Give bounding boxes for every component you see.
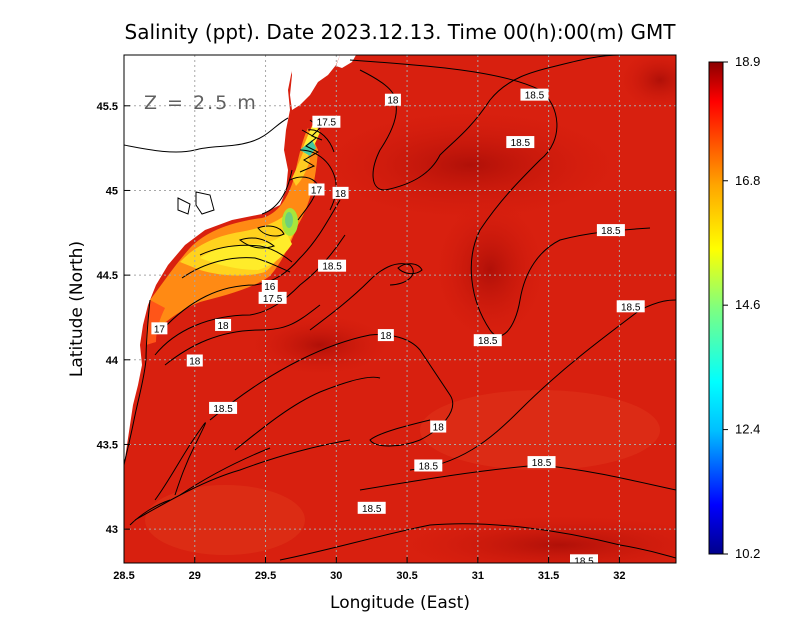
plot-frame [123,54,677,564]
contour-label: 18.5 [362,504,382,515]
contour-label: 18.5 [574,556,594,567]
x-tick-label: 30 [330,570,342,582]
contour-label-box [312,115,341,128]
contour-label-box [215,318,232,331]
colorbar-tick-label: 16.8 [735,173,760,188]
grid-lines [124,55,676,563]
colorbar-tick-label: 12.4 [735,422,760,437]
contour-label-box [318,259,347,272]
contour-label-box [332,186,349,199]
contour-label-box [258,291,287,304]
contour-label: 18 [335,189,347,200]
contour-label: 18.5 [525,91,545,102]
chart-title: Salinity (ppt). Date 2023.12.13. Time 00… [125,20,677,44]
salinity-field [124,55,676,563]
contour-label-box [414,459,443,472]
colorbar: 18.9 16.8 14.6 12.4 10.2 [708,54,760,561]
contour-label-box [596,224,625,237]
colorbar-gradient [708,61,724,555]
contour-label: 18 [218,321,230,332]
contour-label-box [186,354,203,367]
colorbar-tick-label: 14.6 [735,297,760,312]
land-mass [124,55,292,465]
x-tick-label: 32 [613,570,625,582]
contour-label: 18.5 [213,404,233,415]
x-tick-label: 29.5 [255,570,276,582]
contour-label: 18.5 [478,336,498,347]
contour-label-box [308,183,325,196]
contour-label-box [527,456,556,469]
colorbar-tick-label: 18.9 [735,54,760,69]
x-axis-ticks: 28.5 29 29.5 30 30.5 31 31.5 32 [113,557,626,582]
contour-label: 18.5 [322,262,342,273]
y-tick-label: 44 [106,355,119,367]
y-tick-label: 43 [106,524,118,536]
y-tick-label: 45 [106,185,118,197]
contour-label: 18.5 [621,302,641,313]
contour-label: 17 [154,324,166,335]
contour-label-box [261,279,278,292]
contour-label: 18 [189,356,201,367]
x-tick-label: 31 [472,570,484,582]
y-tick-label: 44.5 [97,270,118,282]
contour-label: 18 [380,331,392,342]
depth-annotation: Z = 2.5 m [144,92,258,114]
x-tick-label: 31.5 [538,570,559,582]
contour-label: 17 [311,185,323,196]
contour-label: 18.5 [419,461,439,472]
colorbar-ticks: 18.9 16.8 14.6 12.4 10.2 [723,54,760,561]
x-tick-label: 28.5 [113,570,134,582]
contour-label: 17.5 [317,118,337,129]
contour-label-box [473,334,502,347]
contour-label-box [151,322,168,335]
x-axis-label: Longitude (East) [330,593,470,613]
contour-label: 16 [264,282,276,293]
y-tick-label: 43.5 [97,439,118,451]
contour-label: 18.5 [511,138,531,149]
colorbar-tick-label: 10.2 [735,546,760,561]
contour-label-box [616,300,645,313]
y-axis-label: Latitude (North) [67,241,87,377]
contour-label: 18 [433,423,445,434]
contour-label-box [377,329,394,342]
contour-label-box [384,93,401,106]
contour-label-box [506,136,535,149]
contour-label-box [570,554,598,563]
contour-label-box [209,401,238,414]
x-tick-label: 30.5 [396,570,417,582]
contour-label-box [357,501,386,514]
contour-label: 18 [387,96,399,107]
y-tick-label: 45.5 [97,101,118,113]
coastal-plume [150,128,318,335]
contour-label: 18.5 [601,226,621,237]
x-tick-label: 29 [189,570,201,582]
contour-label: 17.5 [263,294,283,305]
y-axis-ticks: 43 43.5 44 44.5 45 45.5 [97,101,130,536]
contour-label: 18.5 [532,458,552,469]
contour-label-box [430,420,447,433]
contour-label-box [520,88,549,101]
